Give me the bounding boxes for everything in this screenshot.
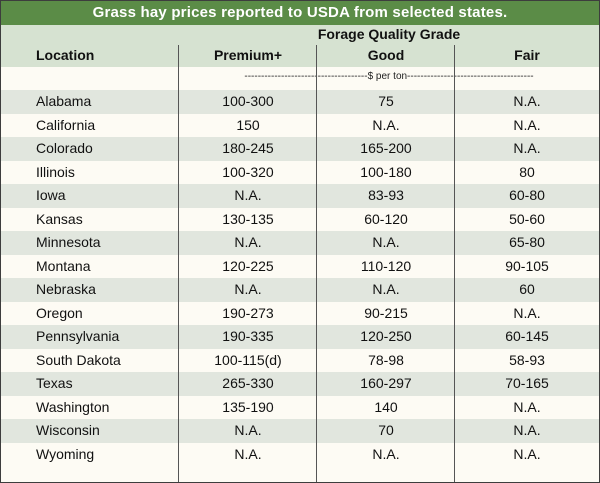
units-label: -------------------------------------$ p… [244, 71, 534, 82]
table-row: Alabama 100-300 75 N.A. [1, 90, 599, 114]
good-cell: 120-250 [360, 328, 412, 344]
premium-column-header: Premium+ [213, 47, 283, 63]
good-cell: N.A. [372, 445, 400, 462]
premium-cell: 135-190 [222, 398, 274, 415]
location-cell: Colorado [36, 140, 93, 156]
fair-cell: 80 [519, 163, 535, 180]
good-cell: 83-93 [368, 187, 404, 203]
location-column-header: Location [36, 47, 95, 63]
column-divider [178, 45, 179, 482]
table-row: Texas 265-330 160-297 70-165 [1, 372, 599, 396]
premium-cell: N.A. [234, 445, 262, 462]
fair-cell: N.A. [513, 398, 541, 415]
table-row: Oregon 190-273 90-215 N.A. [1, 302, 599, 326]
fair-cell: 70-165 [505, 375, 549, 391]
premium-cell: 190-335 [222, 328, 274, 344]
premium-cell: 100-320 [222, 163, 274, 180]
good-cell: 70 [378, 422, 394, 438]
good-cell: 78-98 [368, 351, 404, 368]
table-row: Nebraska N.A. N.A. 60 [1, 278, 599, 302]
location-cell: Iowa [36, 187, 66, 203]
location-cell: Oregon [36, 304, 83, 321]
fair-cell: N.A. [513, 422, 541, 438]
premium-cell: N.A. [234, 422, 262, 438]
fair-cell: 65-80 [509, 234, 545, 250]
location-cell: South Dakota [36, 351, 121, 368]
good-cell: 160-297 [360, 375, 412, 391]
good-cell: N.A. [372, 116, 400, 133]
fair-cell: N.A. [513, 116, 541, 133]
table-row: Iowa N.A. 83-93 60-80 [1, 184, 599, 208]
premium-cell: 120-225 [222, 257, 274, 274]
table-row: Minnesota N.A. N.A. 65-80 [1, 231, 599, 255]
good-cell: 165-200 [360, 140, 412, 156]
location-cell: Pennsylvania [36, 328, 120, 344]
good-cell: 90-215 [364, 304, 408, 321]
fair-cell: 60 [519, 281, 535, 297]
location-cell: Nebraska [36, 281, 96, 297]
table-row: South Dakota 100-115(d) 78-98 58-93 [1, 349, 599, 373]
premium-cell: N.A. [234, 234, 262, 250]
table-row: Washington 135-190 140 N.A. [1, 396, 599, 420]
table-row: Wyoming N.A. N.A. N.A. [1, 443, 599, 467]
premium-cell: N.A. [234, 281, 262, 297]
fair-cell: 60-145 [505, 328, 549, 344]
location-cell: Texas [36, 375, 73, 391]
forage-quality-grade-heading: Forage Quality Grade [317, 26, 461, 42]
table-row: Kansas 130-135 60-120 50-60 [1, 208, 599, 232]
fair-cell: 50-60 [509, 210, 545, 227]
location-cell: Kansas [36, 210, 83, 227]
fair-cell: N.A. [513, 93, 541, 109]
good-cell: 75 [378, 93, 394, 109]
units-row: -------------------------------------$ p… [1, 67, 599, 90]
location-cell: Illinois [36, 163, 75, 180]
premium-cell: 130-135 [222, 210, 274, 227]
fair-column-header: Fair [514, 47, 540, 63]
table-row: Montana 120-225 110-120 90-105 [1, 255, 599, 279]
good-cell: 110-120 [360, 257, 412, 274]
fair-cell: N.A. [513, 140, 541, 156]
column-divider [316, 45, 317, 482]
good-cell: N.A. [372, 234, 400, 250]
good-cell: N.A. [372, 281, 400, 297]
good-cell: 140 [374, 398, 398, 415]
table-row: Colorado 180-245 165-200 N.A. [1, 137, 599, 161]
location-cell: Montana [36, 257, 91, 274]
premium-cell: 100-300 [222, 93, 274, 109]
fair-cell: 90-105 [505, 257, 549, 274]
table-title: Grass hay prices reported to USDA from s… [1, 1, 599, 25]
premium-cell: 150 [236, 116, 260, 133]
fair-cell: 60-80 [509, 187, 545, 203]
fair-cell: 58-93 [509, 351, 545, 368]
location-cell: Minnesota [36, 234, 101, 250]
location-cell: California [36, 116, 96, 133]
fair-cell: N.A. [513, 304, 541, 321]
table-row: Wisconsin N.A. 70 N.A. [1, 419, 599, 443]
premium-cell: 190-273 [222, 304, 274, 321]
location-cell: Wisconsin [36, 422, 100, 438]
premium-cell: N.A. [234, 187, 262, 203]
fair-cell: N.A. [513, 445, 541, 462]
table-row: California 150 N.A. N.A. [1, 114, 599, 138]
table-row: Pennsylvania 190-335 120-250 60-145 [1, 325, 599, 349]
premium-cell: 265-330 [222, 375, 274, 391]
column-divider [454, 45, 455, 482]
good-cell: 100-180 [360, 163, 412, 180]
table-row: Illinois 100-320 100-180 80 [1, 161, 599, 185]
premium-cell: 180-245 [222, 140, 274, 156]
location-cell: Alabama [36, 93, 92, 109]
location-cell: Wyoming [36, 445, 95, 462]
good-column-header: Good [367, 47, 405, 63]
premium-cell: 100-115(d) [214, 351, 282, 368]
table-header: Forage Quality Grade Location Premium+ G… [1, 25, 599, 67]
location-cell: Washington [36, 398, 110, 415]
table-body: Alabama 100-300 75 N.A. California 150 N.A. N.A… [1, 90, 599, 466]
good-cell: 60-120 [364, 210, 408, 227]
